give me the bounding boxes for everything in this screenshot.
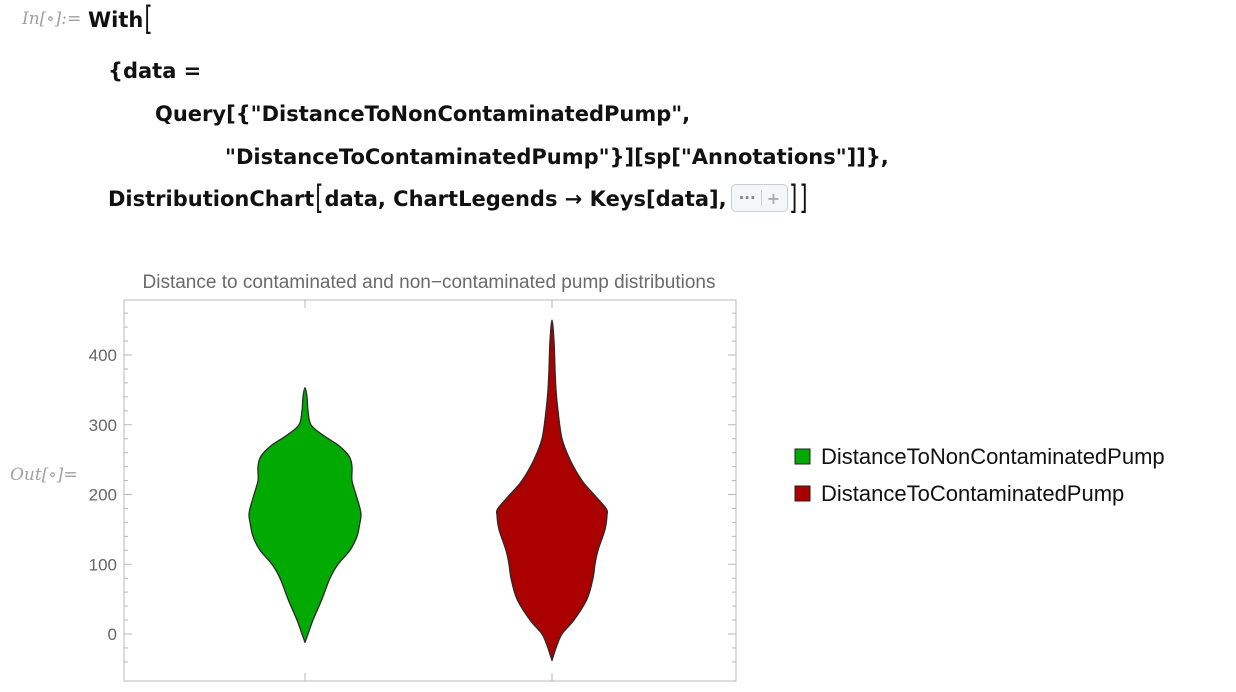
output-cell-label: Out[∘]= (10, 465, 78, 485)
open-bracket: [ (315, 179, 324, 217)
y-tick-label: 200 (89, 486, 117, 505)
plot-frame (123, 299, 737, 682)
chart-legend: DistanceToNonContaminatedPump DistanceToC… (794, 444, 1165, 506)
close-bracket: ] (799, 179, 808, 217)
open-bracket: [ (144, 0, 153, 38)
code-line-with: With[ (88, 0, 154, 37)
options-separator (760, 190, 762, 206)
violin-DistanceToContaminatedPump (495, 319, 609, 662)
chart-title: Distance to contaminated and non−contami… (143, 272, 716, 293)
plus-icon: + (766, 188, 781, 208)
code-line-annotations: "DistanceToContaminatedPump"}][sp["Annot… (225, 145, 889, 169)
code-line-query: Query[{"DistanceToNonContaminatedPump", (155, 102, 691, 126)
violins (248, 319, 609, 662)
y-tick-label: 300 (89, 416, 117, 435)
y-tick-label: 0 (108, 625, 117, 644)
input-cell-label: In[∘]:= (22, 9, 82, 29)
legend-label: DistanceToNonContaminatedPump (821, 444, 1165, 469)
distribution-chart-args: data, ChartLegends → Keys[data], (324, 187, 727, 211)
with-keyword: With (88, 8, 144, 32)
axis-ticks: 0 100 200 300 400 (89, 300, 736, 681)
legend-swatch (794, 448, 811, 465)
input-code-cell[interactable]: With[ {data = Query[{"DistanceToNonConta… (0, 0, 889, 216)
code-line-distribution-chart: DistributionChart[data, ChartLegends → K… (108, 179, 809, 216)
distribution-chart-function: DistributionChart (108, 187, 315, 211)
y-tick-label: 100 (89, 555, 117, 574)
violin-DistanceToNonContaminatedPump (248, 387, 362, 644)
legend-swatch (794, 485, 811, 502)
ellipsis-icon: ··· (738, 189, 756, 207)
legend-label: DistanceToContaminatedPump (821, 481, 1124, 506)
options-placeholder-button[interactable]: ··· + (730, 184, 789, 212)
y-tick-label: 400 (89, 346, 117, 365)
close-bracket: ] (789, 179, 798, 217)
code-line-data: {data = (108, 59, 202, 83)
